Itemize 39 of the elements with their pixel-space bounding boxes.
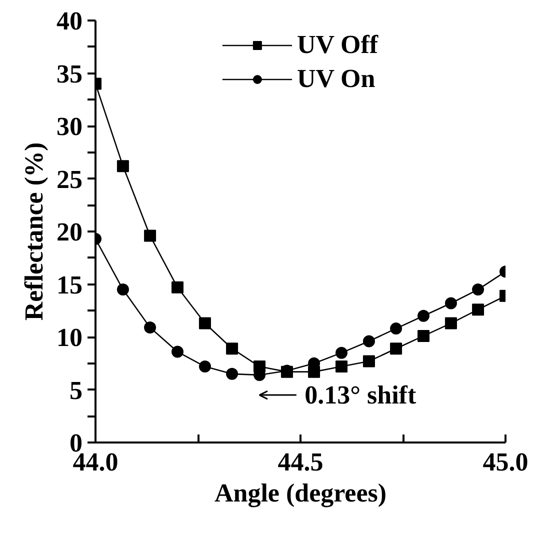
y-tick-label: 10 (56, 323, 82, 352)
point (472, 304, 484, 316)
point (444, 297, 457, 310)
point (418, 330, 430, 342)
point (308, 366, 320, 378)
point (336, 360, 348, 373)
point (418, 310, 430, 322)
point (472, 284, 484, 296)
point (362, 335, 375, 348)
point (444, 317, 457, 330)
annotation: 0.13° shift (304, 380, 416, 410)
point (362, 355, 375, 368)
point (144, 230, 156, 242)
y-tick-label: 5 (70, 376, 82, 405)
point (172, 346, 184, 358)
point (254, 360, 266, 373)
point (172, 281, 184, 294)
point (144, 322, 156, 334)
y-tick-label: 30 (56, 112, 82, 141)
y-tick-label: 25 (56, 164, 82, 194)
x-tick-label: 45.0 (482, 448, 528, 476)
x-axis-title: Angle (degrees) (214, 478, 387, 508)
point (198, 360, 211, 373)
point (390, 322, 402, 335)
y-tick-label: 20 (56, 218, 82, 246)
y-axis-title: Reflectance (%) (20, 142, 48, 321)
y-tick-label: 40 (56, 6, 82, 36)
point (390, 342, 402, 355)
point (226, 342, 238, 355)
point (198, 317, 211, 330)
point (116, 284, 129, 296)
point (226, 368, 238, 380)
point (116, 160, 129, 172)
point (336, 346, 348, 359)
x-tick-label: 44.5 (278, 448, 324, 476)
y-tick-label: 15 (56, 270, 82, 300)
legend-label: UV Off (296, 30, 378, 60)
legend-label: UV On (296, 64, 376, 94)
y-tick-label: 35 (56, 59, 82, 88)
